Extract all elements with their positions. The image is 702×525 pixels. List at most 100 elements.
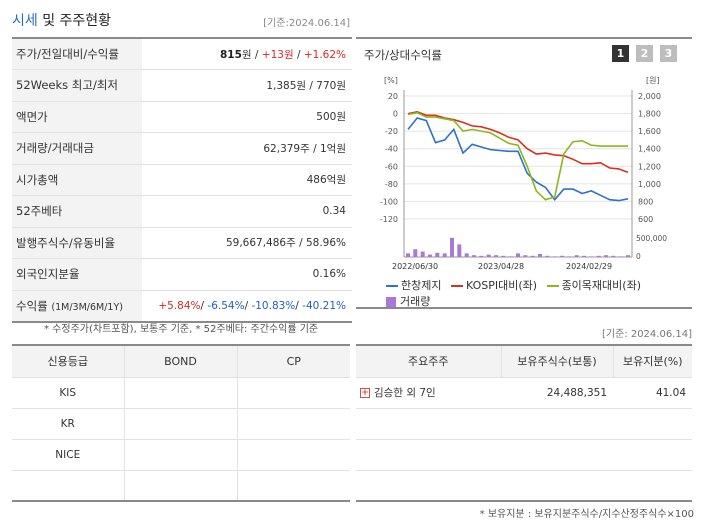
volume-bar xyxy=(464,253,469,257)
relative-return-chart: [%] [원] 20 2,000 0 1,800 -20 1,600 -40 1,400 -60 1,… xyxy=(380,76,667,271)
chart-page-1-button[interactable]: 1 xyxy=(612,45,629,62)
volume-bar xyxy=(420,251,425,257)
table-row: KIS xyxy=(12,377,350,409)
chart-page-3-button[interactable]: 3 xyxy=(660,45,677,62)
holder-name-cell[interactable]: + 김승한 외 7인 xyxy=(356,377,501,409)
table-row xyxy=(12,470,350,502)
volume-bar xyxy=(538,254,542,257)
left-tick-label: 0 xyxy=(393,110,398,119)
table-row: + 김승한 외 7인 24,488,351 41.04 xyxy=(356,377,692,409)
agency-cell: NICE xyxy=(12,439,125,471)
table-row: 수익률 (1M/3M/6M/1Y) +5.84%/ -6.54%/ -10.83… xyxy=(12,289,352,323)
col-header: 신용등급 xyxy=(12,344,125,378)
volume-bar xyxy=(494,255,498,257)
row-value: 0.16% xyxy=(142,258,352,291)
left-tick-label: -20 xyxy=(385,127,398,136)
col-header: 보유주식수(보통) xyxy=(501,344,614,378)
right-tick-label: 1,200 xyxy=(638,162,661,171)
volume-tick-label: 500,000 xyxy=(636,234,667,243)
reference-date: [기준:2024.06.14] xyxy=(263,18,350,29)
chart-page-2-button[interactable]: 2 xyxy=(636,45,653,62)
bond-cell xyxy=(124,439,238,471)
row-value: 62,379주 / 1억원 xyxy=(142,132,352,165)
table-row xyxy=(356,470,692,502)
legend-line-blue xyxy=(386,285,398,287)
table-row: NICE xyxy=(12,439,350,471)
cp-cell xyxy=(237,439,350,471)
expand-plus-icon[interactable]: + xyxy=(360,388,370,398)
volume-bar xyxy=(508,256,513,257)
volume-bar xyxy=(552,256,557,257)
volume-bar xyxy=(611,255,616,257)
table-row xyxy=(356,408,692,440)
volume-bar xyxy=(626,255,630,257)
volume-bar xyxy=(574,255,579,257)
row-value: 1,385원 / 770원 xyxy=(142,69,352,102)
major-shareholders-table: 주요주주 보유주식수(보통) 보유지분(%) + 김승한 외 7인 24,488,… xyxy=(356,344,692,502)
cp-cell xyxy=(237,408,350,440)
price-summary-table: 주가/전일대비/수익률 815원 / +13원 / +1.62% 52Weeks… xyxy=(12,37,352,323)
left-tick-label: -100 xyxy=(380,197,398,206)
volume-bar xyxy=(406,253,410,257)
table-row: 52주베타 0.34 xyxy=(12,195,352,228)
col-header: 주요주주 xyxy=(356,344,502,378)
left-tick-label: -40 xyxy=(385,145,398,154)
row-label: 외국인지분율 xyxy=(12,258,142,291)
price-footnote: * 수정주가(차트포함), 보통주 기준, * 52주베타: 주간수익률 기준 xyxy=(44,324,319,335)
holders-footnote: * 보유지분 : 보유지분주식수/지수산정주식수×100 xyxy=(479,509,694,520)
legend-box-volume xyxy=(386,297,396,307)
table-header-row: 주요주주 보유주식수(보통) 보유지분(%) xyxy=(356,344,692,378)
table-row: 거래량/거래대금 62,379주 / 1억원 xyxy=(12,132,352,165)
right-tick-label: 1,600 xyxy=(638,127,661,136)
row-label: 발행주식수/유동비율 xyxy=(12,226,142,259)
credit-rating-table: 신용등급 BOND CP KIS KR NICE xyxy=(12,344,350,502)
series-line xyxy=(407,110,629,174)
legend-line-green xyxy=(546,285,559,287)
cp-cell xyxy=(237,470,350,502)
volume-bar xyxy=(450,237,454,257)
volume-bar xyxy=(530,255,535,257)
row-label: 52Weeks 최고/최저 xyxy=(12,69,142,102)
right-tick-label: 2,000 xyxy=(638,92,661,101)
volume-bar xyxy=(560,255,564,257)
volume-bar xyxy=(501,255,506,257)
col-header: CP xyxy=(237,344,350,378)
volume-bar xyxy=(442,253,447,257)
table-row: 52Weeks 최고/최저 1,385원 / 770원 xyxy=(12,69,352,102)
volume-bar xyxy=(457,244,462,257)
legend-item: 한창제지 xyxy=(386,277,441,293)
right-tick-label: 800 xyxy=(638,197,653,206)
table-row: 액면가 500원 xyxy=(12,100,352,133)
agency-cell xyxy=(12,470,125,502)
row-value: 59,667,486주 / 58.96% xyxy=(142,226,352,259)
row-value: 815원 / +13원 / +1.62% xyxy=(142,37,352,70)
table-header-row: 신용등급 BOND CP xyxy=(12,344,350,378)
volume-bar xyxy=(479,255,484,257)
right-axis-unit: [원] xyxy=(646,76,660,85)
col-header: BOND xyxy=(124,344,238,378)
x-tick-label: 2022/06/30 xyxy=(392,262,438,271)
volume-bar xyxy=(516,253,520,257)
chart-legend: 한창제지 KOSPI대비(좌) 종이목재대비(좌) 거래량 xyxy=(386,277,686,309)
volume-bar xyxy=(618,256,623,257)
volume-bar xyxy=(604,255,608,257)
volume-bar xyxy=(428,254,432,257)
volume-bar xyxy=(523,255,528,257)
legend-item: 종이목재대비(좌) xyxy=(546,277,641,293)
cp-cell xyxy=(237,377,350,409)
table-row: 외국인지분율 0.16% xyxy=(12,258,352,291)
left-tick-label: -80 xyxy=(385,180,398,189)
left-tick-label: -60 xyxy=(385,162,398,171)
row-label: 시가총액 xyxy=(12,163,142,196)
row-label: 거래량/거래대금 xyxy=(12,132,142,165)
volume-bar xyxy=(413,249,418,257)
left-axis-unit: [%] xyxy=(384,76,398,85)
agency-cell: KR xyxy=(12,408,125,440)
legend-item: KOSPI대비(좌) xyxy=(450,277,537,293)
right-tick-label: 600 xyxy=(638,215,653,224)
volume-bar xyxy=(486,254,491,257)
bond-cell xyxy=(124,470,238,502)
col-header: 보유지분(%) xyxy=(613,344,692,378)
table-row: 시가총액 486억원 xyxy=(12,163,352,196)
row-label: 수익률 (1M/3M/6M/1Y) xyxy=(12,289,142,323)
